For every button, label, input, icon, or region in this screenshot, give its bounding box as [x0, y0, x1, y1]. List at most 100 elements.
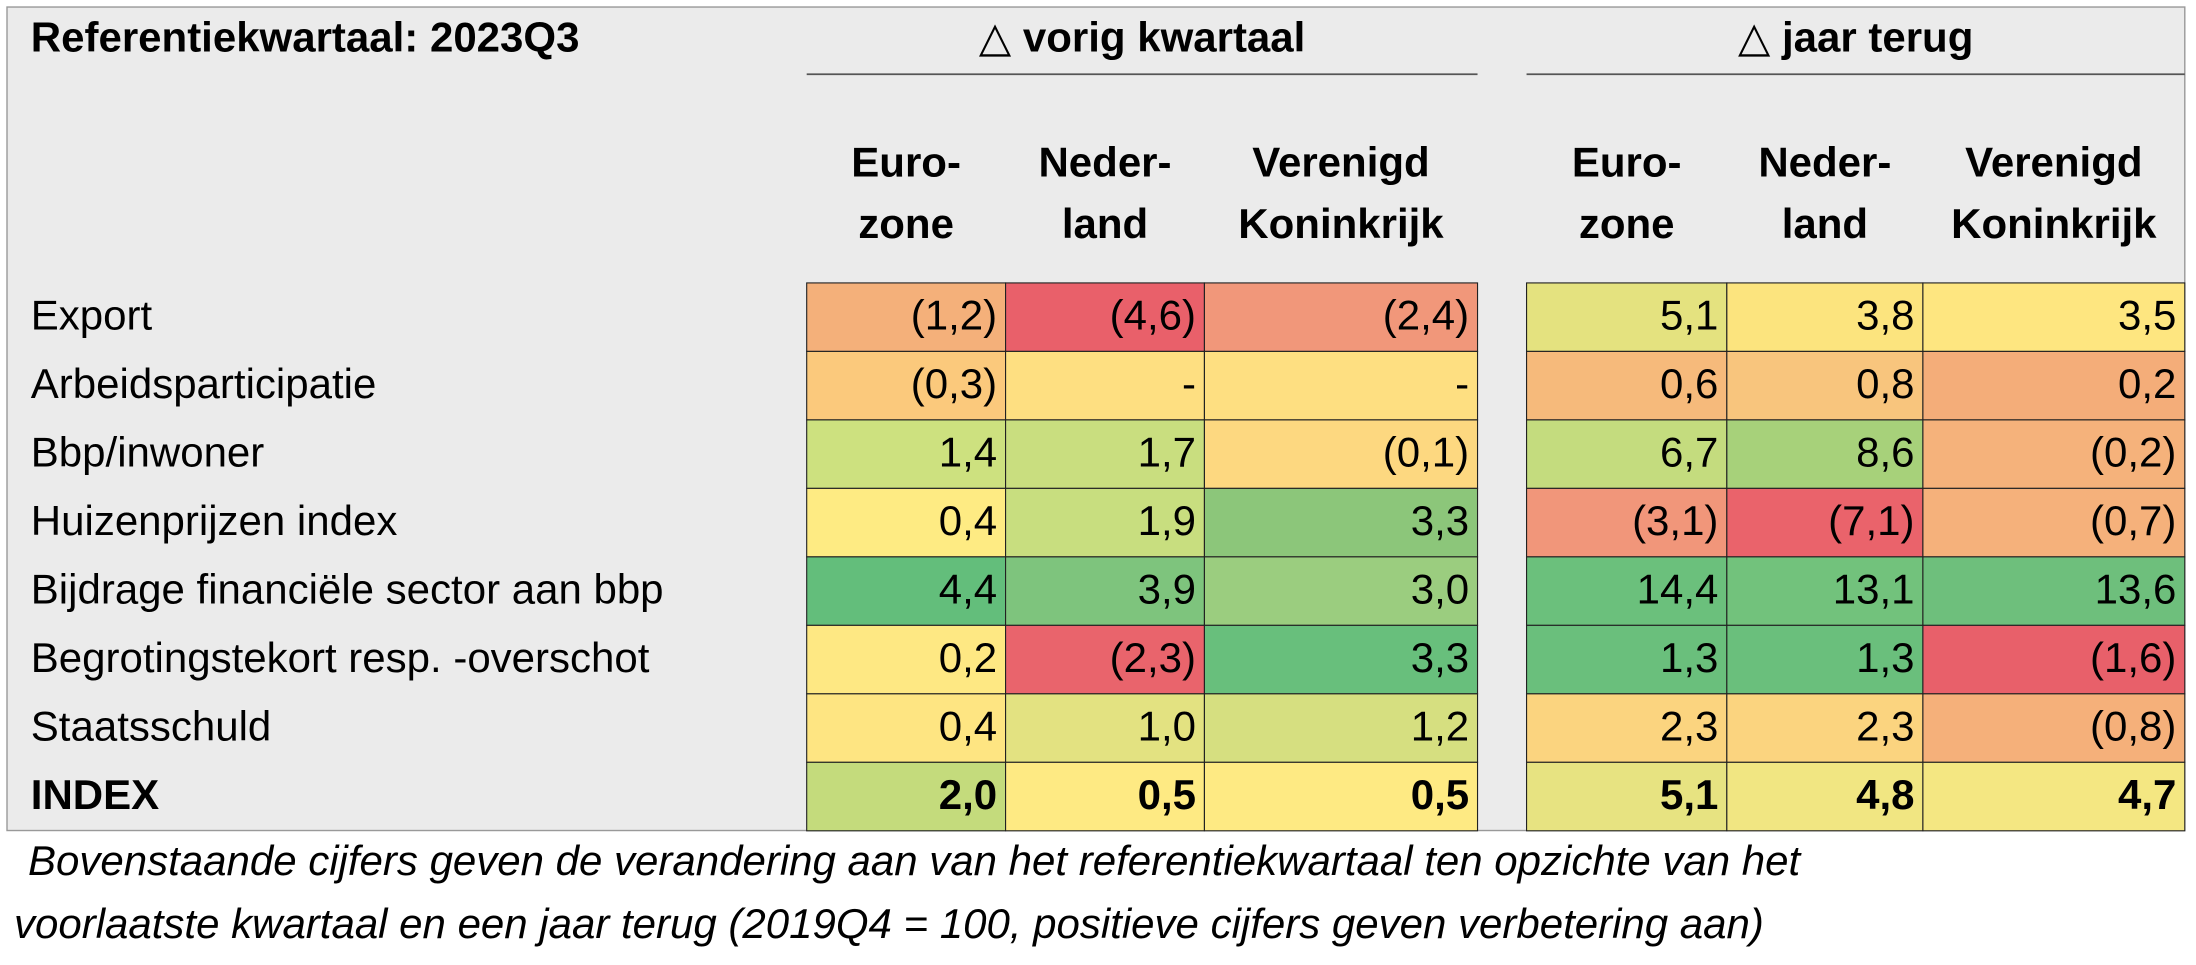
column-header: Koninkrijk	[1951, 200, 2157, 247]
cell	[1922, 556, 2186, 626]
cell-value: (1,2)	[911, 292, 997, 339]
cell	[806, 487, 1007, 558]
cell-value: 0,8	[1856, 360, 1914, 407]
cell-value: (0,8)	[2090, 703, 2176, 750]
cell	[1726, 282, 1924, 352]
cell-value: 1,4	[939, 429, 997, 476]
cell-value: 4,7	[2118, 771, 2176, 818]
cell-value: 3,8	[1856, 292, 1914, 339]
cell	[1922, 419, 2186, 489]
cell-value: 1,3	[1856, 634, 1914, 681]
cell-value: 1,2	[1411, 703, 1469, 750]
cell-value: 1,3	[1660, 634, 1718, 681]
cell-value: (2,3)	[1110, 634, 1196, 681]
cell-value: 4,8	[1856, 771, 1914, 818]
cell	[1525, 761, 1728, 832]
group-header: △ vorig kwartaal	[979, 14, 1305, 61]
cell	[1525, 419, 1728, 489]
cell-value: 3,3	[1411, 634, 1469, 681]
cell	[1525, 556, 1728, 626]
cell	[1525, 487, 1728, 558]
cell	[806, 624, 1007, 695]
cell	[1203, 282, 1479, 352]
column-header: Verenigd	[1965, 138, 2142, 185]
row-label: Arbeidsparticipatie	[31, 360, 377, 407]
column-header: land	[1062, 200, 1148, 247]
row-label: Bijdrage financiële sector aan bbp	[31, 566, 664, 613]
cell-value: (0,1)	[1383, 429, 1469, 476]
caption-line: voorlaatste kwartaal en een jaar terug (…	[14, 900, 1764, 947]
cell	[1005, 419, 1205, 489]
cell	[1726, 487, 1924, 558]
cell-value: 0,5	[1138, 771, 1196, 818]
cell-value: 3,9	[1138, 566, 1196, 613]
cell-value: 3,3	[1411, 497, 1469, 544]
caption-line: Bovenstaande cijfers geven de veranderin…	[28, 837, 1802, 884]
cell-value: 2,3	[1660, 703, 1718, 750]
column-header: zone	[1579, 200, 1675, 247]
cell	[1203, 350, 1479, 421]
cell	[1203, 487, 1479, 558]
cell-value: 2,3	[1856, 703, 1914, 750]
column-header: Koninkrijk	[1238, 200, 1444, 247]
cell-value: (7,1)	[1828, 497, 1914, 544]
cell	[1005, 282, 1205, 352]
cell	[1922, 624, 2186, 695]
cell-value: -	[1455, 360, 1469, 407]
cell	[1203, 761, 1479, 832]
row-label: Bbp/inwoner	[31, 429, 264, 476]
cell	[806, 282, 1007, 352]
cell	[806, 693, 1007, 763]
column-header: Neder-	[1038, 138, 1171, 185]
cell-value: 1,7	[1138, 429, 1196, 476]
table-title: Referentiekwartaal: 2023Q3	[31, 14, 580, 61]
cell	[1005, 624, 1205, 695]
cell-value: (0,2)	[2090, 429, 2176, 476]
cell	[1005, 350, 1205, 421]
cell-value: 0,6	[1660, 360, 1718, 407]
cell	[1726, 761, 1924, 832]
cell-value: 0,4	[939, 497, 997, 544]
cell	[1726, 693, 1924, 763]
row-label: Huizenprijzen index	[31, 497, 398, 544]
cell-value: (1,6)	[2090, 634, 2176, 681]
cell-value: -	[1182, 360, 1196, 407]
cell	[806, 556, 1007, 626]
cell	[806, 419, 1007, 489]
cell-value: 5,1	[1660, 292, 1718, 339]
column-header: Euro-	[851, 138, 961, 185]
cell	[1726, 350, 1924, 421]
cell-value: 13,1	[1833, 566, 1915, 613]
column-header: zone	[858, 200, 954, 247]
cell-value: 6,7	[1660, 429, 1718, 476]
cell-value: 0,2	[2118, 360, 2176, 407]
cell-value: (0,7)	[2090, 497, 2176, 544]
cell-value: (3,1)	[1632, 497, 1718, 544]
cell	[1922, 350, 2186, 421]
cell-value: (4,6)	[1110, 292, 1196, 339]
cell-value: 14,4	[1637, 566, 1719, 613]
cell	[1922, 282, 2186, 352]
row-label: Staatsschuld	[31, 703, 271, 750]
row-label: Export	[31, 292, 153, 339]
cell	[1922, 693, 2186, 763]
column-header: land	[1782, 200, 1868, 247]
cell	[1525, 350, 1728, 421]
cell-value: 0,5	[1411, 771, 1469, 818]
group-header: △ jaar terug	[1738, 14, 1973, 61]
cell-value: 0,2	[939, 634, 997, 681]
cell-value: 13,6	[2095, 566, 2177, 613]
cell-value: 4,4	[939, 566, 997, 613]
cell-value: 8,6	[1856, 429, 1914, 476]
cell-value: (0,3)	[911, 360, 997, 407]
cell	[1922, 761, 2186, 832]
cell	[1726, 419, 1924, 489]
cell	[1203, 556, 1479, 626]
cell	[806, 761, 1007, 832]
cell-value: 5,1	[1660, 771, 1718, 818]
cell	[1525, 624, 1728, 695]
cell-value: 2,0	[939, 771, 997, 818]
row-label: INDEX	[31, 771, 159, 818]
cell-value: 1,9	[1138, 497, 1196, 544]
